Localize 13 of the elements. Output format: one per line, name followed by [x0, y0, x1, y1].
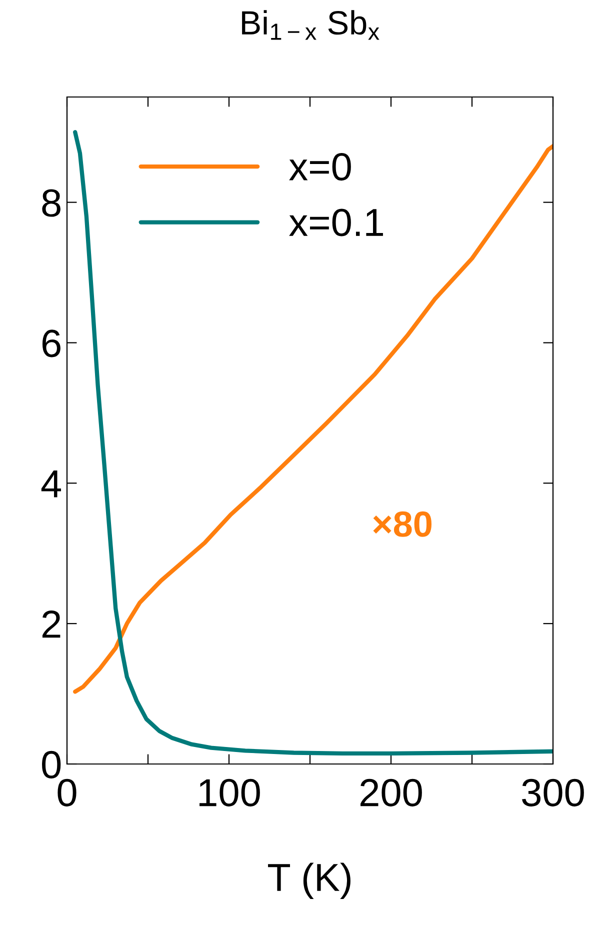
y-tick-label: 8 — [42, 189, 60, 217]
y-tick-label: 4 — [41, 470, 62, 498]
legend-label: x=0.1 — [289, 208, 383, 236]
x-tick-label: 100 — [200, 778, 260, 806]
y-tick-label: 2 — [42, 610, 60, 638]
x-tick-label: 300 — [522, 778, 584, 806]
x-axis-title: T (K) — [268, 862, 350, 899]
legend-label: x=0 — [289, 153, 351, 181]
x-tick-label: 200 — [360, 778, 422, 806]
annotation: ×80 — [373, 511, 432, 537]
chart-title: Bi$_{1−x}$ Sb$_{x}$ — [242, 10, 380, 40]
y-tick-label: 6 — [42, 330, 60, 358]
y-tick-label: 0 — [42, 750, 61, 778]
